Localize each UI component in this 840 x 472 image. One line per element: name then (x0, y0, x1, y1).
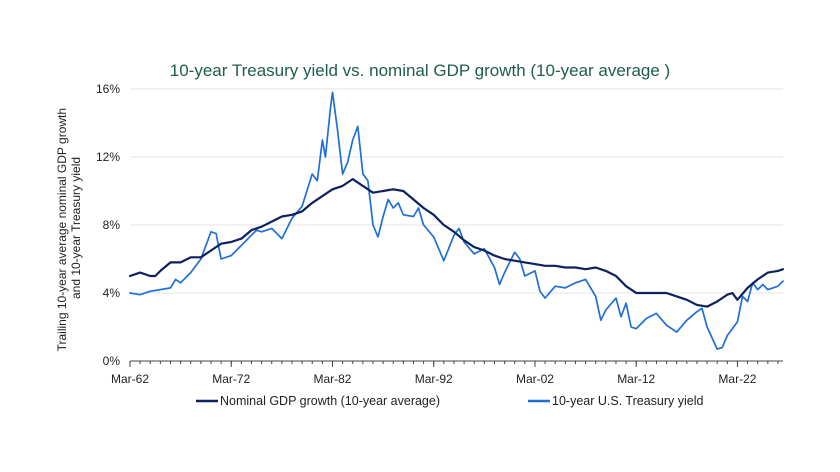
y-axis-label-line-1: Trailing 10-year average nominal GDP gro… (55, 108, 69, 351)
legend: Nominal GDP growth (10-year average) 10-… (196, 394, 703, 408)
y-axis-ticks: 0% 4% 8% 12% 16% (96, 82, 120, 368)
x-axis (129, 360, 783, 367)
series-line-treasury-yield (129, 91, 784, 350)
series-line-gdp (128, 178, 785, 308)
y-tick-label: 4% (103, 286, 121, 300)
y-axis-label: Trailing 10-year average nominal GDP gro… (55, 105, 83, 352)
series-lines (128, 91, 785, 350)
gridlines (130, 88, 783, 294)
x-tick-label: Mar-82 (313, 372, 351, 386)
x-tick-label: Mar-02 (516, 372, 554, 386)
x-tick-label: Mar-92 (415, 372, 453, 386)
legend-label-yield: 10-year U.S. Treasury yield (552, 394, 703, 408)
legend-label-gdp: Nominal GDP growth (10-year average) (220, 394, 440, 408)
y-tick-label: 0% (103, 354, 121, 368)
x-tick-label: Mar-72 (212, 372, 250, 386)
y-tick-label: 8% (103, 218, 121, 232)
x-axis-ticks: Mar-62 Mar-72 Mar-82 Mar-92 Mar-02 Mar-12 Mar-… (111, 372, 757, 386)
x-tick-label: Mar-62 (111, 372, 149, 386)
x-tick-label: Mar-22 (718, 372, 756, 386)
y-tick-label: 12% (96, 150, 120, 164)
y-axis-label-line-2: and 10-year Treasury yield (69, 157, 83, 299)
y-tick-label: 16% (96, 82, 120, 96)
x-tick-label: Mar-12 (617, 372, 655, 386)
chart-title: 10-year Treasury yield vs. nominal GDP g… (170, 61, 670, 80)
